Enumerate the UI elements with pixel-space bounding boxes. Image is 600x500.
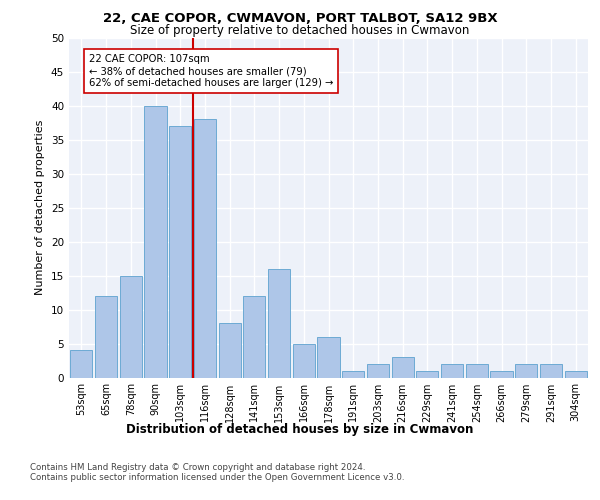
Bar [540,364,562,378]
Bar [342,370,364,378]
Text: Contains public sector information licensed under the Open Government Licence v3: Contains public sector information licen… [30,472,404,482]
Bar [515,364,538,378]
Bar [367,364,389,378]
Bar [416,370,439,378]
Bar [268,268,290,378]
Text: 22 CAE COPOR: 107sqm
← 38% of detached houses are smaller (79)
62% of semi-detac: 22 CAE COPOR: 107sqm ← 38% of detached h… [89,54,333,88]
Text: Distribution of detached houses by size in Cwmavon: Distribution of detached houses by size … [127,422,473,436]
Bar [95,296,117,378]
Bar [243,296,265,378]
Bar [194,119,216,378]
Bar [565,370,587,378]
Text: Size of property relative to detached houses in Cwmavon: Size of property relative to detached ho… [130,24,470,37]
Bar [119,276,142,378]
Bar [218,323,241,378]
Bar [70,350,92,378]
Bar [293,344,315,378]
Bar [466,364,488,378]
Text: Contains HM Land Registry data © Crown copyright and database right 2024.: Contains HM Land Registry data © Crown c… [30,462,365,471]
Bar [169,126,191,378]
Bar [490,370,512,378]
Bar [145,106,167,378]
Y-axis label: Number of detached properties: Number of detached properties [35,120,46,295]
Bar [392,357,414,378]
Bar [441,364,463,378]
Bar [317,336,340,378]
Text: 22, CAE COPOR, CWMAVON, PORT TALBOT, SA12 9BX: 22, CAE COPOR, CWMAVON, PORT TALBOT, SA1… [103,12,497,26]
